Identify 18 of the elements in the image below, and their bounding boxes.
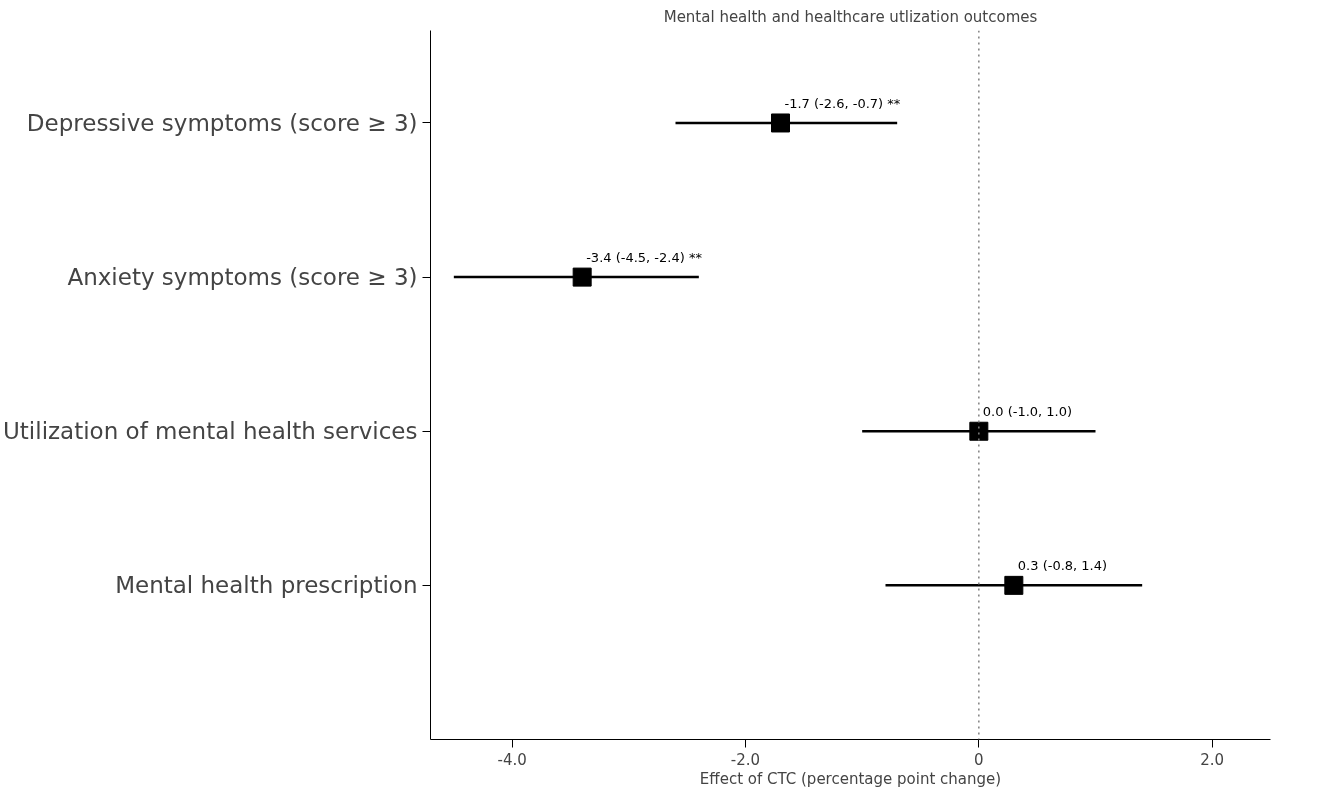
- x-tick-label: -4.0: [497, 750, 527, 769]
- y-tick-label: Mental health prescription: [115, 572, 418, 599]
- point: [969, 421, 989, 441]
- x-tick-label: 2.0: [1200, 750, 1225, 769]
- y-tick-label: Depressive symptoms (score ≥ 3): [26, 109, 418, 136]
- data-label: -1.7 (-2.6, -0.7) **: [784, 95, 901, 111]
- data-label: 0.0 (-1.0, 1.0): [982, 404, 1073, 420]
- y-tick-label: Anxiety symptoms (score ≥ 3): [67, 264, 418, 291]
- point: [572, 267, 592, 287]
- point: [771, 113, 790, 133]
- data-label: 0.3 (-0.8, 1.4): [1017, 558, 1108, 574]
- y-tick-label: Utilization of mental health services: [3, 418, 418, 445]
- x-tick-label: 0: [974, 750, 984, 769]
- x-axis-title: Effect of CTC (percentage point change): [699, 769, 1002, 788]
- point: [1004, 575, 1024, 595]
- data-label: -3.4 (-4.5, -2.4) **: [586, 250, 703, 266]
- chart-title: Mental health and healthcare utlization outcomes: [663, 7, 1038, 26]
- x-tick-label: -2.0: [730, 750, 761, 769]
